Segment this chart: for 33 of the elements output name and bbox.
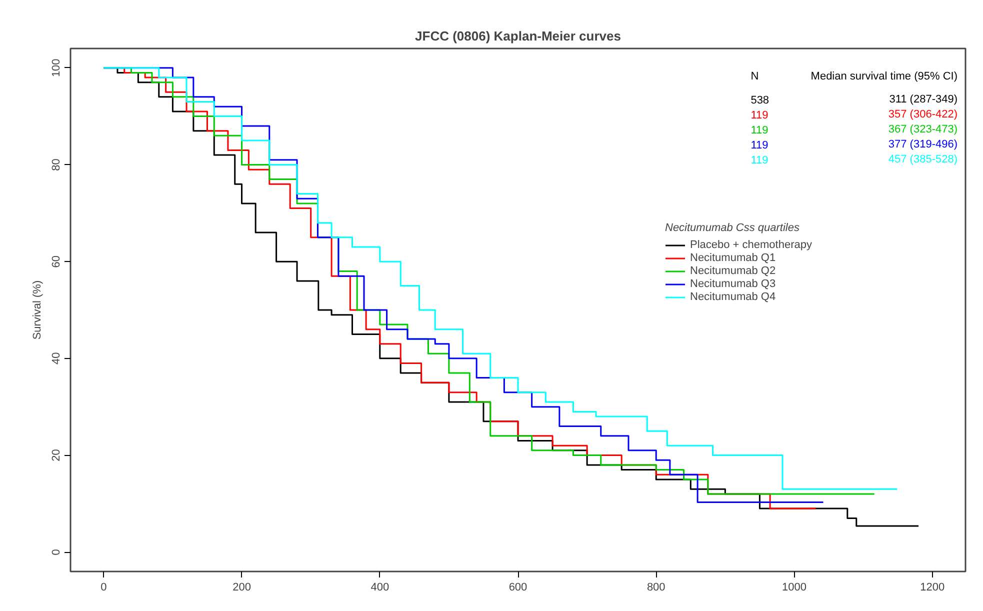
annotation: 119 (750, 140, 768, 152)
x-tick-label: 400 (370, 582, 390, 594)
y-tick-label: 80 (50, 158, 62, 171)
chart-title: JFCC (0806) Kaplan-Meier curves (415, 28, 621, 44)
y-axis-title: Survival (%) (32, 280, 44, 340)
x-tick-label: 800 (646, 582, 666, 594)
legend-label: Necitumumab Q2 (690, 265, 776, 277)
y-tick-label: 100 (50, 58, 62, 78)
y-tick-label: 0 (50, 549, 62, 556)
annotation: 119 (750, 110, 768, 122)
annotation: 457 (385-528) (888, 154, 958, 166)
annotation: 119 (750, 124, 768, 136)
annotation: 357 (306-422) (888, 108, 958, 120)
x-tick-label: 0 (100, 582, 107, 594)
y-tick-label: 40 (50, 352, 62, 365)
y-tick-label: 20 (50, 449, 62, 462)
legend-label: Placebo + chemotherapy (690, 239, 812, 251)
legend-label: Necitumumab Q4 (690, 291, 776, 303)
annotation: 311 (287-349) (889, 94, 958, 106)
annotation: 119 (750, 154, 768, 166)
annotation: Median survival time (95% CI) (810, 70, 958, 82)
x-tick-label: 1200 (920, 582, 945, 594)
annotation: N (750, 70, 759, 82)
x-tick-label: 200 (232, 582, 251, 594)
legend-label: Necitumumab Q3 (690, 278, 776, 290)
annotation: 377 (319-496) (888, 138, 958, 150)
annotation: 538 (750, 94, 770, 106)
annotation: 367 (323-473) (888, 124, 958, 136)
x-tick-label: 600 (508, 582, 528, 594)
legend-title: Necitumumab Css quartiles (665, 222, 800, 234)
y-tick-label: 60 (50, 255, 62, 268)
legend-label: Necitumumab Q1 (690, 252, 776, 264)
x-tick-label: 1000 (782, 582, 806, 594)
